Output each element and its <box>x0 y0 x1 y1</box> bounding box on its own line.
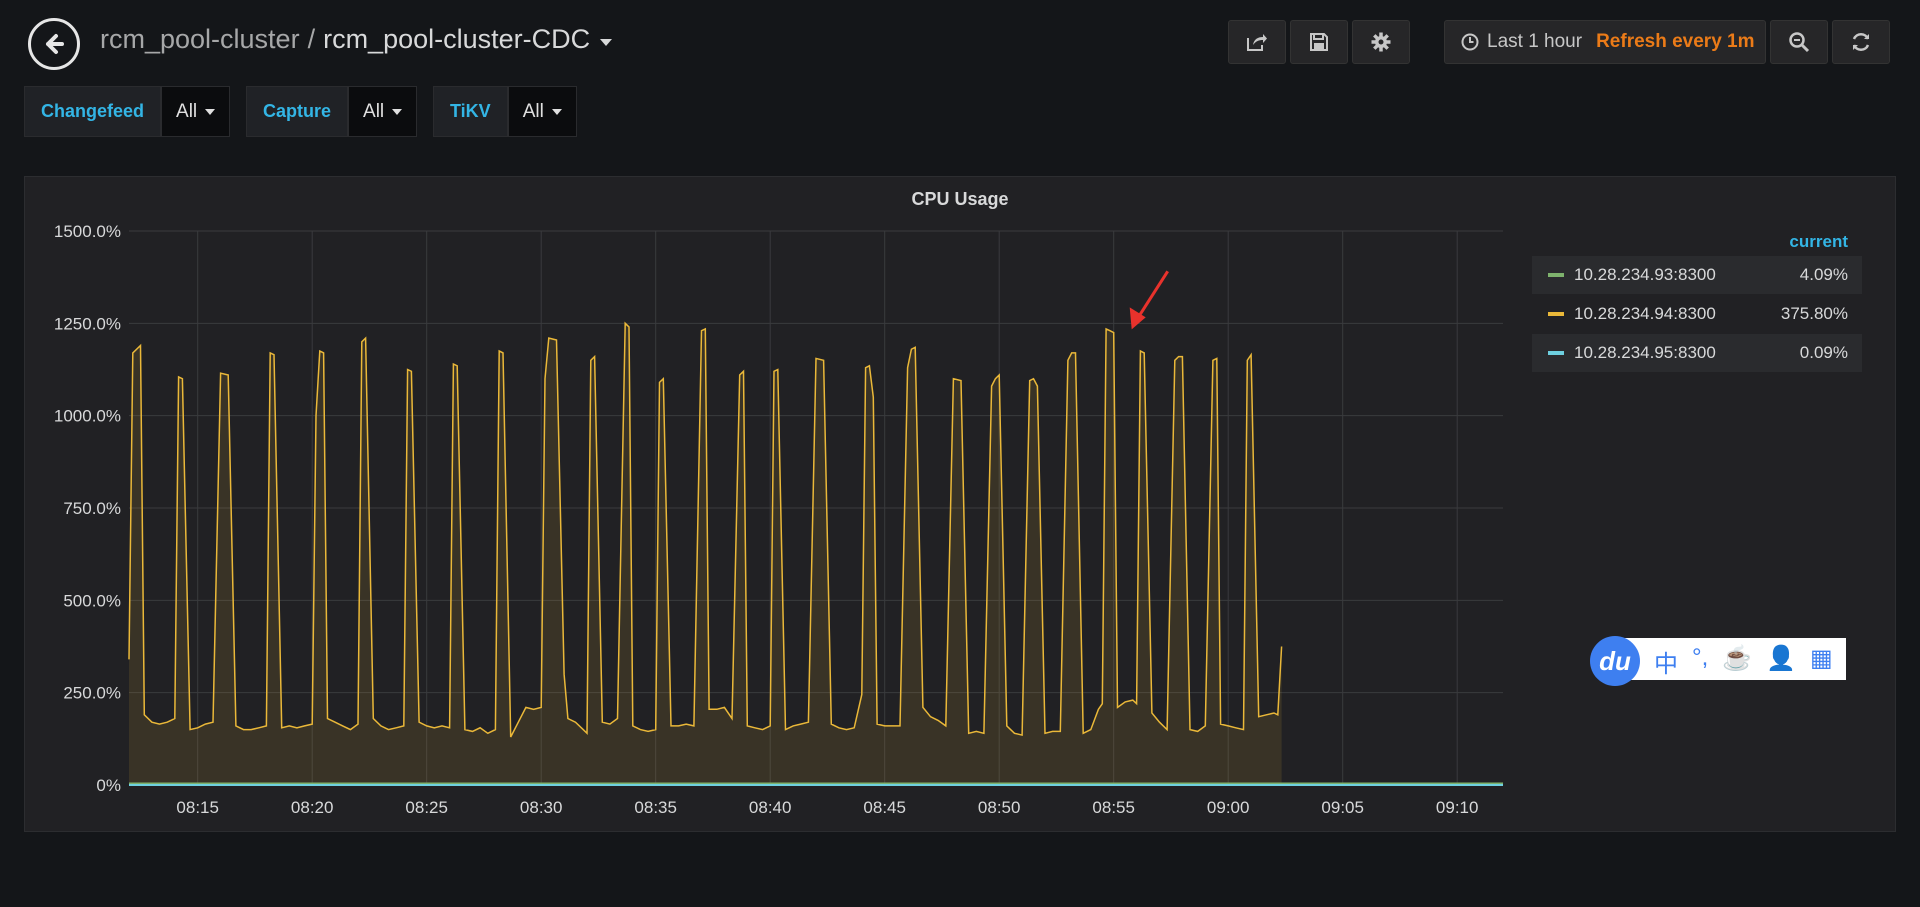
x-tick-label: 08:40 <box>749 798 792 817</box>
legend-current-value: 375.80% <box>1780 304 1848 323</box>
x-tick-label: 08:55 <box>1092 798 1135 817</box>
variable-select-tikv[interactable]: All <box>507 86 577 137</box>
save-icon <box>1310 33 1328 51</box>
x-tick-label: 09:05 <box>1321 798 1364 817</box>
gear-icon <box>1371 32 1391 52</box>
y-tick-label: 500.0% <box>63 591 121 610</box>
y-tick-label: 750.0% <box>63 499 121 518</box>
share-button[interactable] <box>1228 20 1286 64</box>
caret-down-icon <box>205 108 216 115</box>
x-tick-label: 09:00 <box>1207 798 1250 817</box>
x-tick-label: 08:45 <box>863 798 906 817</box>
variable-label: Changefeed <box>24 86 162 137</box>
legend-swatch <box>1548 312 1564 316</box>
legend-series-name: 10.28.234.94:8300 <box>1574 304 1716 323</box>
ime-user-icon[interactable]: 👤 <box>1766 645 1797 672</box>
series-line-10-28-234-94 <box>128 321 1283 738</box>
variable-changefeed: Changefeed All <box>24 86 231 137</box>
ime-chinese-mode-icon[interactable]: 中 <box>1654 651 1678 678</box>
ime-logo[interactable]: du <box>1590 636 1640 686</box>
breadcrumb-separator: / <box>307 24 316 54</box>
legend-series-name: 10.28.234.95:8300 <box>1574 343 1716 362</box>
chart-legend: current 10.28.234.93:8300 4.09% 10.28.23… <box>1532 222 1862 373</box>
variable-label: TiKV <box>433 86 508 137</box>
save-button[interactable] <box>1290 20 1348 64</box>
zoom-out-button[interactable] <box>1770 20 1828 64</box>
caret-down-icon <box>392 108 403 115</box>
refresh-button[interactable] <box>1832 20 1890 64</box>
arrow-left-icon <box>46 34 64 54</box>
ime-punctuation-icon[interactable]: °, <box>1692 644 1709 671</box>
refresh-interval-label: Refresh every 1m <box>1596 31 1755 52</box>
legend-column-header[interactable]: current <box>1789 232 1848 251</box>
clock-icon <box>1461 33 1479 51</box>
variable-tikv: TiKV All <box>433 86 577 137</box>
panel-title[interactable]: CPU Usage <box>911 189 1009 209</box>
refresh-icon <box>1852 32 1870 52</box>
dashboard-title[interactable]: rcm_pool-cluster-CDC <box>323 24 591 54</box>
x-tick-label: 08:20 <box>291 798 334 817</box>
annotation-arrow-head <box>1129 307 1146 330</box>
settings-button[interactable] <box>1352 20 1410 64</box>
annotation-arrow-line <box>1134 270 1169 323</box>
legend-current-value: 0.09% <box>1799 343 1848 362</box>
x-tick-label: 08:50 <box>978 798 1021 817</box>
ime-items: 中 °, ☕ 👤 ▦ <box>1654 644 1833 679</box>
legend-swatch <box>1548 273 1564 277</box>
x-tick-label: 08:25 <box>405 798 448 817</box>
x-tick-label: 08:15 <box>176 798 219 817</box>
ime-grid-icon[interactable]: ▦ <box>1810 645 1833 672</box>
breadcrumb: rcm_pool-cluster / rcm_pool-cluster-CDC <box>100 24 613 55</box>
legend-swatch <box>1548 351 1564 355</box>
variable-label: Capture <box>246 86 349 137</box>
ime-bar <box>1616 638 1846 680</box>
y-tick-label: 1000.0% <box>54 407 121 426</box>
caret-down-icon <box>551 108 562 115</box>
y-tick-label: 0% <box>96 776 121 795</box>
x-tick-label: 08:30 <box>520 798 563 817</box>
time-picker[interactable]: Last 1 hour Refresh every 1m <box>1444 20 1766 64</box>
variable-select-capture[interactable]: All <box>348 86 418 137</box>
chevron-down-icon[interactable] <box>600 39 613 46</box>
variable-value: All <box>363 100 385 122</box>
variable-capture: Capture All <box>246 86 418 137</box>
ime-skin-icon[interactable]: ☕ <box>1722 645 1753 672</box>
time-range-label: Last 1 hour <box>1487 31 1583 52</box>
cpu-usage-chart[interactable]: 1500.0% 1250.0% 1000.0% 750.0% 500.0% 250.0% 0… <box>25 177 1555 833</box>
legend-item[interactable]: 10.28.234.94:8300 375.80% <box>1532 295 1862 333</box>
x-tick-label: 08:35 <box>634 798 677 817</box>
variable-value: All <box>522 100 544 122</box>
zoom-out-icon <box>1789 32 1810 53</box>
back-button[interactable] <box>28 18 80 70</box>
x-tick-label: 09:10 <box>1436 798 1479 817</box>
legend-item[interactable]: 10.28.234.95:8300 0.09% <box>1532 334 1862 372</box>
variable-value: All <box>176 100 198 122</box>
legend-series-name: 10.28.234.93:8300 <box>1574 265 1716 284</box>
series-area-10-28-234-94 <box>129 323 1282 785</box>
y-tick-label: 250.0% <box>63 684 121 703</box>
y-tick-label: 1500.0% <box>54 222 121 241</box>
variable-select-changefeed[interactable]: All <box>161 86 231 137</box>
share-icon <box>1247 34 1267 51</box>
legend-current-value: 4.09% <box>1799 265 1848 284</box>
y-tick-label: 1250.0% <box>54 314 121 333</box>
ime-toolbar[interactable]: du 中 °, ☕ 👤 ▦ <box>1590 636 1846 686</box>
breadcrumb-parent[interactable]: rcm_pool-cluster <box>100 24 300 54</box>
legend-item[interactable]: 10.28.234.93:8300 4.09% <box>1532 256 1862 294</box>
